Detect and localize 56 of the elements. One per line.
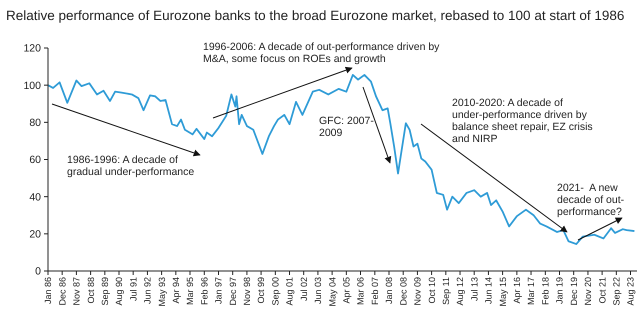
x-tick-label: Nov 20 bbox=[583, 277, 594, 306]
x-tick-label: Sep 11 bbox=[440, 277, 451, 305]
x-tick-label: Apr 05 bbox=[341, 277, 352, 304]
y-tick-label: 20 bbox=[29, 228, 42, 241]
line-series bbox=[47, 74, 636, 245]
x-tick-label: May 93 bbox=[156, 277, 167, 307]
x-tick-label: Nov 09 bbox=[412, 277, 423, 306]
x-tick-label: Oct 10 bbox=[426, 277, 437, 304]
x-tick-label: Jul 13 bbox=[469, 277, 480, 302]
x-tick-label: Apr 16 bbox=[512, 277, 522, 304]
x-tick-label: Jun 14 bbox=[484, 277, 494, 304]
x-tick-label: Feb 18 bbox=[540, 277, 550, 306]
x-tick-label: Dec 08 bbox=[398, 277, 408, 306]
x-tick-label: May 04 bbox=[327, 277, 338, 307]
annotation: 2021- A new decade of out-performance? bbox=[557, 182, 625, 218]
x-tick-label: Oct 88 bbox=[86, 277, 96, 304]
x-tick-label: Feb 96 bbox=[199, 277, 210, 306]
x-tick-label: Jan 86 bbox=[43, 277, 54, 304]
x-tick-label: Jul 91 bbox=[128, 277, 138, 302]
x-tick-label: Nov 87 bbox=[72, 277, 82, 306]
x-tick-label: Dec 97 bbox=[228, 277, 238, 306]
annotation: 1996-2006: A decade of out-performance driven by M&A, some focus on ROEs and growth bbox=[203, 41, 440, 65]
y-tick-label: 120 bbox=[23, 42, 42, 55]
x-tick-label: Sep 89 bbox=[100, 277, 110, 306]
x-tick-label: Aug 01 bbox=[284, 277, 295, 306]
x-tick-label: Sep 22 bbox=[611, 277, 622, 306]
x-tick-label: Oct 21 bbox=[597, 277, 608, 304]
annotation: 1986-1996: A decade of gradual under-performance bbox=[67, 154, 194, 178]
x-tick-label: Mar 17 bbox=[526, 277, 536, 306]
x-tick-label: Dec 19 bbox=[568, 277, 579, 306]
x-tick-label: May 15 bbox=[498, 277, 508, 307]
x-tick-label: Jan 08 bbox=[384, 277, 394, 304]
x-tick-label: Nov 98 bbox=[242, 277, 252, 306]
annotation: 2010-2020: A decade of under-performance driven by balance sheet repair, EZ crisis and NIRP bbox=[452, 97, 593, 145]
x-tick-label: Dec 86 bbox=[57, 277, 68, 306]
y-tick-label: 0 bbox=[35, 266, 42, 278]
x-tick-label: Aug 90 bbox=[114, 277, 124, 306]
y-tick-label: 60 bbox=[29, 154, 42, 166]
annotation: GFC: 2007-2009 bbox=[319, 115, 374, 139]
x-tick-label: Apr 94 bbox=[170, 277, 181, 304]
y-tick-label: 80 bbox=[29, 117, 42, 130]
x-tick-label: Oct 99 bbox=[256, 277, 266, 304]
y-tick-label: 40 bbox=[29, 191, 42, 204]
x-tick-label: Jan 97 bbox=[214, 277, 224, 304]
x-tick-label: Mar 95 bbox=[185, 277, 196, 306]
x-tick-label: Jul 02 bbox=[298, 277, 309, 302]
chart-title: Relative performance of Eurozone banks to the broad Eurozone market, rebased to 100 at start of 1986 bbox=[6, 8, 624, 23]
y-tick-label: 100 bbox=[23, 80, 42, 92]
x-tick-label: Sep 00 bbox=[270, 277, 280, 306]
x-tick-label: Feb 07 bbox=[370, 277, 380, 306]
x-tick-label: Jun 03 bbox=[313, 277, 324, 304]
x-tick-label: Jan 19 bbox=[554, 277, 565, 304]
x-tick-label: Jun 92 bbox=[142, 277, 153, 304]
x-tick-label: Aug 12 bbox=[455, 277, 466, 306]
x-tick-label: Mar 06 bbox=[356, 277, 366, 306]
x-tick-label: Aug 23 bbox=[626, 277, 636, 306]
